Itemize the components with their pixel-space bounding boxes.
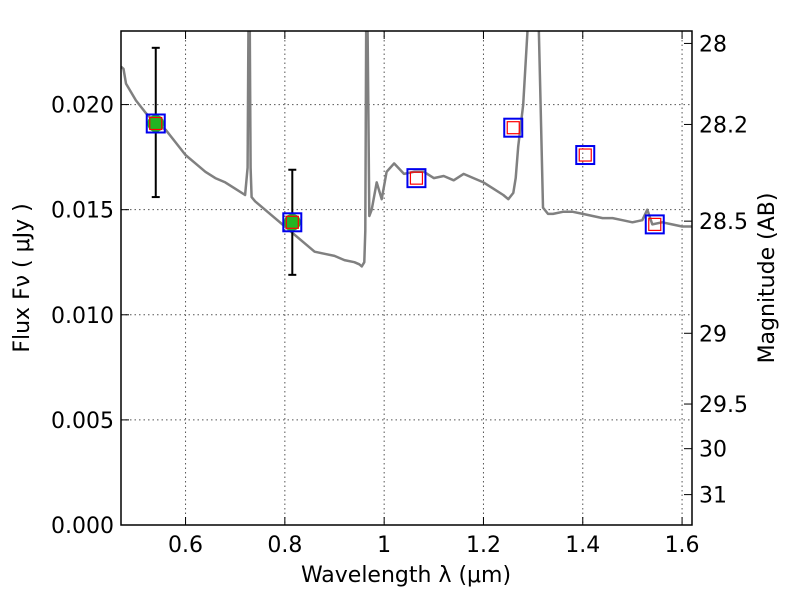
- y-tick-label: 0.010: [51, 304, 114, 329]
- model-flux-box: [648, 217, 662, 231]
- mag-tick-label: 31: [699, 484, 727, 509]
- x-tick-label: 1: [377, 533, 391, 558]
- mag-tick-label: 28.2: [699, 113, 748, 138]
- mag-tick-label: 28: [699, 32, 727, 57]
- x-tick-label: 1.2: [466, 533, 501, 558]
- y-tick-label: 0.015: [51, 199, 114, 224]
- grid-lines: [121, 31, 692, 525]
- model-band-box: [406, 168, 427, 189]
- model-flux-box: [149, 116, 163, 131]
- model-band-box: [503, 117, 524, 138]
- x-tick-label: 1.4: [565, 533, 600, 558]
- model-band-box: [145, 113, 166, 134]
- plot-area: [121, 31, 692, 525]
- model-band-box: [644, 214, 665, 235]
- y-tick-label: 0.020: [51, 94, 114, 119]
- model-flux-box: [409, 171, 424, 185]
- model-flux-box: [285, 215, 299, 229]
- model-flux-box: [578, 148, 592, 162]
- mag-tick-label: 29: [699, 322, 727, 347]
- model-band-box: [282, 212, 303, 233]
- x-tick-label: 0.8: [267, 533, 302, 558]
- mag-tick-label: 29.5: [699, 393, 748, 418]
- model-band-box: [575, 145, 596, 166]
- marker-layer: [145, 46, 665, 276]
- right-axis-title: Magnitude (AB): [755, 193, 780, 364]
- model-flux-box: [506, 121, 520, 135]
- detection-point: [283, 213, 301, 231]
- plot-frame: [120, 30, 693, 526]
- y-tick-label: 0.000: [51, 514, 114, 539]
- mag-tick-label: 28.5: [699, 210, 748, 235]
- mag-tick-label: 30: [699, 438, 727, 463]
- model-spectrum-line: [121, 31, 692, 268]
- detection-point: [147, 114, 165, 132]
- x-axis-title: Wavelength λ (μm): [301, 563, 511, 588]
- y-axis-title: Flux Fν ( μJy ): [10, 203, 35, 352]
- series-layer: [121, 31, 692, 268]
- x-tick-label: 0.6: [168, 533, 203, 558]
- x-tick-label: 1.6: [665, 533, 700, 558]
- tick-labels: 0.6 0.8 1 1.2 1.4 1.6 0.000 0.005 0.010 0.015 0.02…: [51, 32, 748, 558]
- y-tick-label: 0.005: [51, 409, 114, 434]
- tick-marks: [121, 31, 692, 526]
